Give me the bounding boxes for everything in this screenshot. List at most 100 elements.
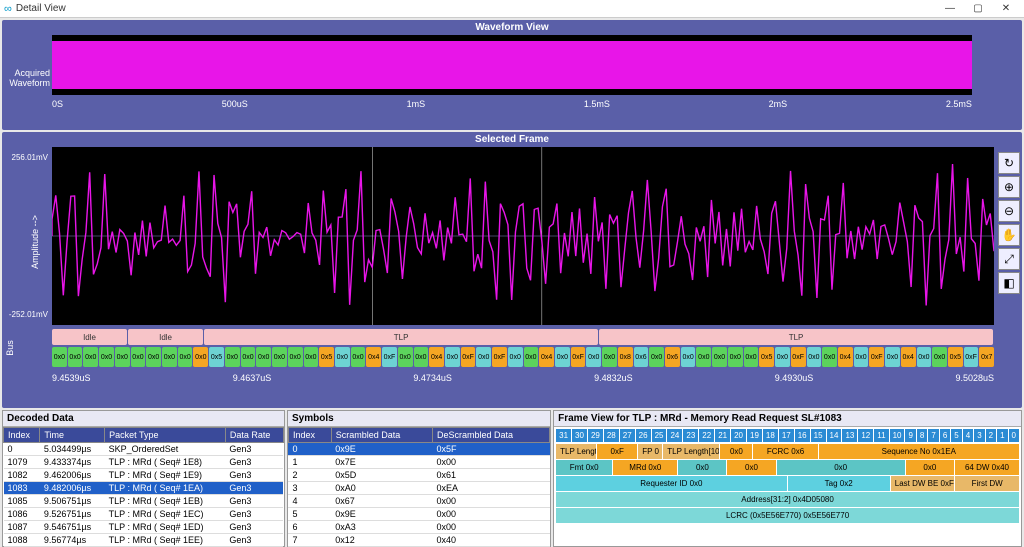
byte-cell[interactable]: 0x0 (885, 347, 900, 367)
pan-icon[interactable]: ✋ (998, 224, 1020, 246)
frame-field[interactable]: FCRC 0x6 (753, 444, 817, 459)
col-header[interactable]: Index (288, 428, 331, 443)
col-header[interactable]: Data Rate (225, 428, 283, 443)
table-row[interactable]: 10869.526751µsTLP : MRd ( Seq# 1EC)Gen3 (4, 508, 284, 521)
frame-field[interactable]: 0xF (597, 444, 637, 459)
frame-field[interactable]: First DW (955, 476, 1019, 491)
byte-cell[interactable]: 0x0 (775, 347, 790, 367)
zoom-in-icon[interactable]: ⊕ (998, 176, 1020, 198)
byte-cell[interactable]: 0x0 (99, 347, 114, 367)
fit-icon[interactable]: ⤢ (998, 248, 1020, 270)
byte-cell[interactable]: 0xF (461, 347, 476, 367)
byte-cell[interactable]: 0x0 (52, 347, 67, 367)
byte-cell[interactable]: 0x7 (979, 347, 994, 367)
frame-field[interactable]: Requester ID 0x0 (556, 476, 787, 491)
byte-cell[interactable]: 0x0 (241, 347, 256, 367)
waveform-plot[interactable] (52, 35, 972, 95)
byte-cell[interactable]: 0x0 (225, 347, 240, 367)
byte-cell[interactable]: 0x0 (681, 347, 696, 367)
table-row[interactable]: 50x9E0x00 (288, 508, 549, 521)
byte-cell[interactable]: 0x0 (476, 347, 491, 367)
bus-segment[interactable]: Idle (128, 329, 203, 345)
region-icon[interactable]: ◧ (998, 272, 1020, 294)
byte-cell[interactable]: 0x0 (696, 347, 711, 367)
frame-field[interactable]: TLP Length[10:4] (663, 444, 719, 459)
frame-field[interactable]: LCRC (0x5E56E770) 0x5E56E770 (556, 508, 1019, 523)
table-row[interactable]: 30xA00xEA (288, 482, 549, 495)
byte-cell[interactable]: 0x0 (83, 347, 98, 367)
frame-field[interactable]: Last DW BE 0xF (891, 476, 955, 491)
col-header[interactable]: Packet Type (105, 428, 226, 443)
byte-cell[interactable]: 0x0 (586, 347, 601, 367)
table-row[interactable]: 10879.546751µsTLP : MRd ( Seq# 1ED)Gen3 (4, 521, 284, 534)
byte-cell[interactable]: 0x5 (209, 347, 224, 367)
byte-cell[interactable]: 0x0 (917, 347, 932, 367)
byte-cell[interactable]: 0x0 (744, 347, 759, 367)
byte-cell[interactable]: 0x0 (68, 347, 83, 367)
byte-cell[interactable]: 0x4 (901, 347, 916, 367)
byte-cell[interactable]: 0xF (791, 347, 806, 367)
byte-cell[interactable]: 0x5 (319, 347, 334, 367)
bus-segment[interactable]: Idle (52, 329, 127, 345)
bus-segment[interactable]: TLP (204, 329, 598, 345)
byte-cell[interactable]: 0x0 (351, 347, 366, 367)
byte-cell[interactable]: 0x5 (759, 347, 774, 367)
byte-cell[interactable]: 0x0 (649, 347, 664, 367)
byte-cell[interactable]: 0x0 (508, 347, 523, 367)
selected-frame-plot[interactable] (52, 147, 994, 325)
frame-field[interactable]: Fmt 0x0 (556, 460, 612, 475)
maximize-button[interactable]: ▢ (964, 3, 992, 14)
byte-cell[interactable]: 0x0 (445, 347, 460, 367)
byte-cell[interactable]: 0x6 (665, 347, 680, 367)
byte-cell[interactable]: 0x4 (366, 347, 381, 367)
byte-cell[interactable]: 0x0 (178, 347, 193, 367)
col-header[interactable]: Scrambled Data (331, 428, 432, 443)
byte-cell[interactable]: 0x0 (854, 347, 869, 367)
byte-cell[interactable]: 0x0 (555, 347, 570, 367)
minimize-button[interactable]: — (936, 3, 964, 14)
byte-cell[interactable]: 0x0 (728, 347, 743, 367)
byte-cell[interactable]: 0x4 (838, 347, 853, 367)
frame-field[interactable]: 0x0 (720, 444, 752, 459)
byte-cell[interactable]: 0xF (869, 347, 884, 367)
frame-field[interactable]: Tag 0x2 (788, 476, 890, 491)
byte-cell[interactable]: 0x0 (524, 347, 539, 367)
bus-segment[interactable]: TLP (599, 329, 993, 345)
zoom-out-icon[interactable]: ⊖ (998, 200, 1020, 222)
table-row[interactable]: 10839.482006µsTLP : MRd ( Seq# 1EA)Gen3 (4, 482, 284, 495)
byte-cell[interactable]: 0x0 (256, 347, 271, 367)
frame-field[interactable]: 0x0 (727, 460, 775, 475)
byte-cell[interactable]: 0xF (382, 347, 397, 367)
byte-cell[interactable]: 0x8 (618, 347, 633, 367)
col-header[interactable]: Index (4, 428, 40, 443)
byte-cell[interactable]: 0x0 (335, 347, 350, 367)
decoded-data-table[interactable]: IndexTimePacket TypeData Rate05.034499µs… (3, 427, 284, 547)
frame-field[interactable]: MRd 0x0 (613, 460, 677, 475)
byte-cell[interactable]: 0x4 (539, 347, 554, 367)
byte-cell[interactable]: 0xF (964, 347, 979, 367)
col-header[interactable]: DeScrambled Data (432, 428, 549, 443)
close-button[interactable]: ✕ (992, 3, 1020, 14)
byte-cell[interactable]: 0x0 (193, 347, 208, 367)
byte-cell[interactable]: 0xF (571, 347, 586, 367)
byte-cell[interactable]: 0x0 (131, 347, 146, 367)
frame-field[interactable]: Sequence No 0x1EA (819, 444, 1019, 459)
table-row[interactable]: 10829.462006µsTLP : MRd ( Seq# 1E9)Gen3 (4, 469, 284, 482)
frame-field[interactable]: FP 0 (638, 444, 662, 459)
byte-cell[interactable]: 0x5 (948, 347, 963, 367)
frame-field[interactable]: 64 DW 0x40 (955, 460, 1019, 475)
byte-cell[interactable]: 0x4 (429, 347, 444, 367)
byte-cell[interactable]: 0x0 (822, 347, 837, 367)
refresh-icon[interactable]: ↻ (998, 152, 1020, 174)
frame-field[interactable]: 0x0 (906, 460, 954, 475)
byte-cell[interactable]: 0x0 (712, 347, 727, 367)
byte-cell[interactable]: 0x6 (634, 347, 649, 367)
byte-cell[interactable]: 0x0 (414, 347, 429, 367)
table-row[interactable]: 20x5D0x61 (288, 469, 549, 482)
col-header[interactable]: Time (40, 428, 105, 443)
byte-cell[interactable]: 0x0 (398, 347, 413, 367)
byte-cell[interactable]: 0x0 (115, 347, 130, 367)
frame-field[interactable]: 0x0 (777, 460, 905, 475)
byte-cell[interactable]: 0xF (492, 347, 507, 367)
byte-cell[interactable]: 0x0 (272, 347, 287, 367)
